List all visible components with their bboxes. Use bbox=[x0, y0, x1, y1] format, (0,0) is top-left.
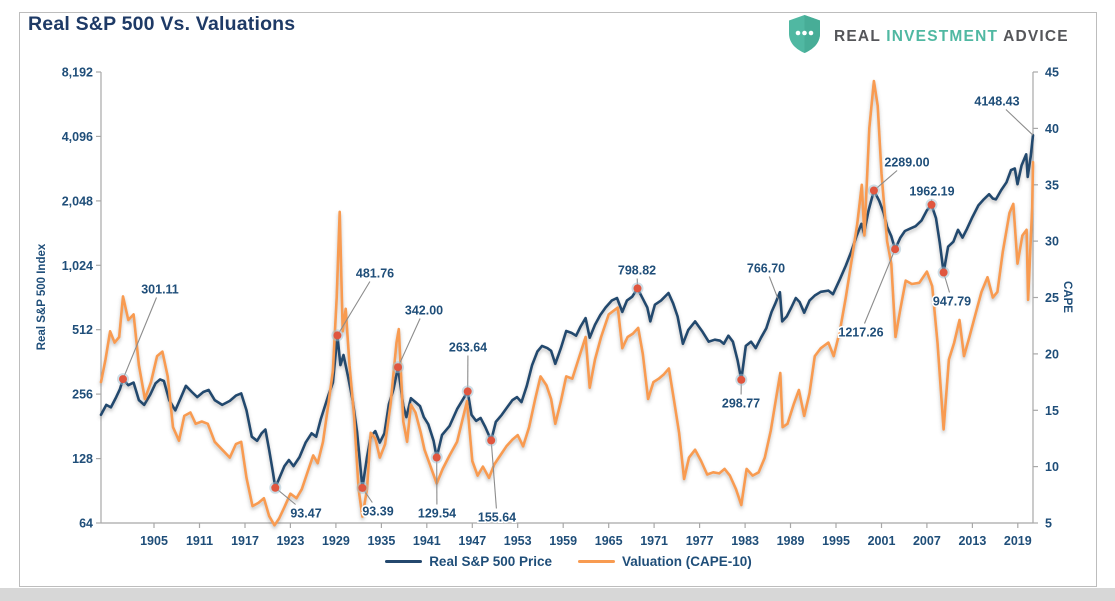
svg-text:1959: 1959 bbox=[549, 534, 577, 548]
svg-text:8,192: 8,192 bbox=[62, 66, 93, 80]
svg-text:1911: 1911 bbox=[186, 534, 213, 548]
svg-text:2013: 2013 bbox=[958, 534, 986, 548]
svg-text:5: 5 bbox=[1045, 517, 1052, 531]
svg-text:1929: 1929 bbox=[322, 534, 350, 548]
svg-text:1917: 1917 bbox=[231, 534, 259, 548]
svg-text:15: 15 bbox=[1045, 404, 1059, 418]
brand-word-real: REAL bbox=[834, 27, 881, 45]
svg-text:1923: 1923 bbox=[276, 534, 304, 548]
svg-text:263.64: 263.64 bbox=[449, 341, 487, 355]
svg-text:93.39: 93.39 bbox=[362, 505, 393, 519]
y-right-tick-labels: 5 10 15 20 25 30 35 40 45 bbox=[1045, 66, 1059, 531]
svg-text:4,096: 4,096 bbox=[62, 130, 93, 144]
svg-text:1983: 1983 bbox=[731, 534, 759, 548]
brand-name: REAL INVESTMENT ADVICE bbox=[834, 28, 1069, 46]
svg-text:20: 20 bbox=[1045, 347, 1059, 361]
svg-text:1905: 1905 bbox=[140, 534, 168, 548]
svg-text:1995: 1995 bbox=[822, 534, 850, 548]
chart-legend: Real S&P 500 Price Valuation (CAPE-10) bbox=[0, 554, 1115, 569]
svg-text:512: 512 bbox=[72, 323, 93, 337]
series-line-sp500 bbox=[99, 133, 1035, 490]
x-tick-labels: 1905 1911 1917 1923 1929 1935 1941 1947 1953 1959… bbox=[140, 534, 1032, 548]
svg-text:2001: 2001 bbox=[868, 534, 896, 548]
svg-text:4148.43: 4148.43 bbox=[974, 95, 1019, 109]
brand-logo: REAL INVESTMENT ADVICE bbox=[786, 14, 1069, 59]
svg-text:342.00: 342.00 bbox=[405, 304, 443, 318]
right-axis-title: CAPE bbox=[1061, 281, 1073, 313]
sp500-line-swatch bbox=[385, 559, 423, 564]
svg-text:798.82: 798.82 bbox=[618, 264, 656, 278]
chart-panel bbox=[19, 12, 1097, 587]
svg-text:1989: 1989 bbox=[777, 534, 805, 548]
svg-text:1947: 1947 bbox=[458, 534, 486, 548]
svg-text:301.11: 301.11 bbox=[141, 283, 179, 297]
svg-text:1962.19: 1962.19 bbox=[909, 185, 954, 199]
annotation-labels: 301.11 93.47 481.76 93.39 342.00 129.54 263.64… bbox=[140, 93, 1021, 526]
svg-text:155.64: 155.64 bbox=[478, 511, 516, 525]
brand-word-investment: INVESTMENT bbox=[886, 27, 999, 45]
svg-text:1953: 1953 bbox=[504, 534, 532, 548]
svg-text:481.76: 481.76 bbox=[356, 267, 394, 281]
svg-text:30: 30 bbox=[1045, 235, 1059, 249]
svg-text:2289.00: 2289.00 bbox=[884, 156, 929, 170]
svg-text:298.77: 298.77 bbox=[722, 397, 760, 411]
left-axis-title: Real S&P 500 Index bbox=[36, 243, 48, 351]
svg-text:129.54: 129.54 bbox=[418, 507, 456, 521]
cape-line-swatch bbox=[578, 559, 616, 564]
page-title: Real S&P 500 Vs. Valuations bbox=[28, 13, 296, 35]
svg-text:2007: 2007 bbox=[913, 534, 941, 548]
bottom-strip bbox=[0, 588, 1115, 601]
svg-text:947.79: 947.79 bbox=[933, 295, 971, 309]
svg-text:1965: 1965 bbox=[595, 534, 623, 548]
svg-text:1217.26: 1217.26 bbox=[838, 326, 883, 340]
svg-text:1935: 1935 bbox=[367, 534, 395, 548]
y-left-tick-labels: 64 128 256 512 1,024 2,048 4,096 8,192 bbox=[62, 66, 93, 531]
svg-text:40: 40 bbox=[1045, 122, 1059, 136]
svg-text:45: 45 bbox=[1045, 66, 1059, 80]
series-line-cape bbox=[99, 79, 1035, 527]
svg-text:64: 64 bbox=[79, 517, 93, 531]
svg-text:1,024: 1,024 bbox=[62, 259, 93, 273]
brand-word-advice: ADVICE bbox=[1003, 27, 1069, 45]
svg-text:35: 35 bbox=[1045, 178, 1059, 192]
svg-text:25: 25 bbox=[1045, 291, 1059, 305]
cape-legend-label: Valuation (CAPE-10) bbox=[622, 554, 752, 569]
legend-item-cape: Valuation (CAPE-10) bbox=[578, 554, 752, 569]
svg-text:766.70: 766.70 bbox=[747, 262, 785, 276]
legend-item-sp500: Real S&P 500 Price bbox=[385, 554, 552, 569]
svg-text:256: 256 bbox=[72, 388, 93, 402]
axes bbox=[96, 71, 1038, 528]
svg-text:93.47: 93.47 bbox=[290, 507, 321, 521]
svg-text:10: 10 bbox=[1045, 460, 1059, 474]
svg-text:2019: 2019 bbox=[1004, 534, 1032, 548]
svg-text:1971: 1971 bbox=[640, 534, 668, 548]
svg-text:128: 128 bbox=[72, 452, 93, 466]
shield-icon bbox=[786, 14, 823, 59]
svg-text:2,048: 2,048 bbox=[62, 194, 93, 208]
svg-text:1977: 1977 bbox=[686, 534, 714, 548]
sp500-legend-label: Real S&P 500 Price bbox=[429, 554, 553, 569]
svg-text:1941: 1941 bbox=[413, 534, 441, 548]
annotation-dots bbox=[117, 184, 950, 494]
